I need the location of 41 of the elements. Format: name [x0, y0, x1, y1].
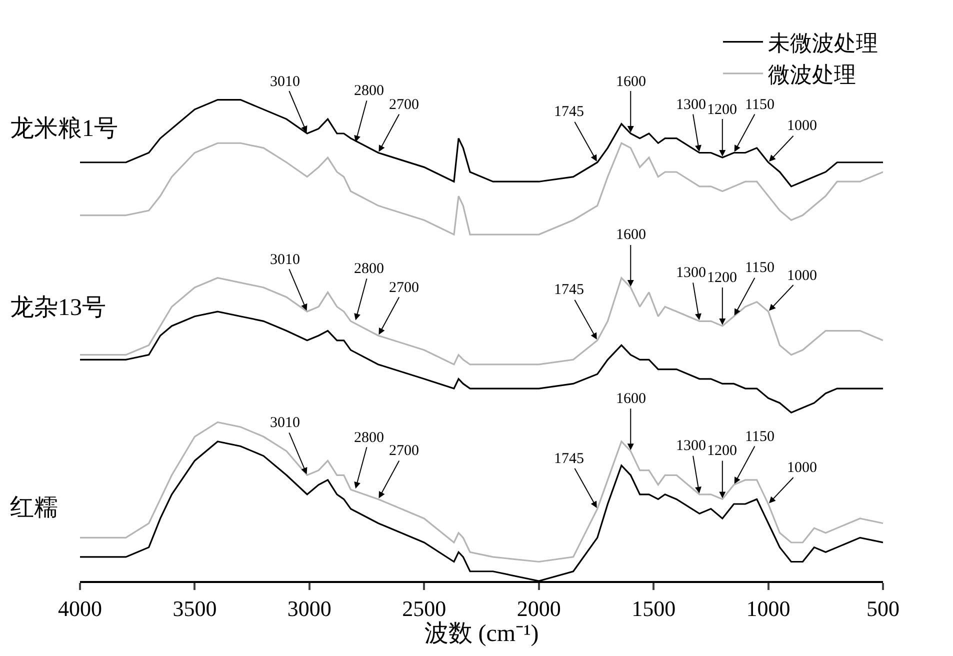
annotation: 2700 — [389, 443, 419, 459]
annotation: 3010 — [270, 415, 300, 431]
annotation: 1000 — [787, 268, 817, 284]
annotation: 1300 — [676, 265, 706, 281]
annotation: 1600 — [616, 391, 646, 407]
x-tick-label: 3500 — [172, 596, 217, 622]
annotation: 1200 — [707, 102, 737, 118]
annotation: 1600 — [616, 227, 646, 243]
x-tick-label: 2000 — [516, 596, 561, 622]
x-tick-label: 1500 — [632, 596, 676, 622]
legend-label: 微波处理 — [768, 62, 856, 87]
annotation: 1300 — [676, 97, 706, 113]
annotation: 1000 — [787, 118, 817, 134]
annotation: 2700 — [389, 97, 419, 113]
annotation: 1200 — [707, 443, 737, 459]
legend-label: 未微波处理 — [768, 30, 878, 56]
annotation: 3010 — [270, 74, 300, 90]
x-tick-label: 500 — [866, 596, 900, 622]
annotation: 2700 — [389, 280, 419, 296]
annotation: 1600 — [616, 74, 646, 90]
annotation: 3010 — [270, 252, 300, 268]
x-axis-title: 波数 (cm⁻¹) — [424, 621, 539, 648]
text: 红糯 — [10, 495, 58, 521]
x-tick-label: 3000 — [287, 596, 332, 622]
annotation: 龙杂13号 — [10, 295, 106, 321]
x-tick-label: 4000 — [58, 596, 102, 622]
annotation: 龙米粮1号 — [10, 116, 118, 142]
annotation: 1300 — [676, 438, 706, 454]
annotation: 2800 — [354, 430, 384, 446]
annotation: 2800 — [354, 261, 384, 277]
annotation: 1745 — [554, 282, 584, 298]
x-tick-label: 2500 — [402, 596, 446, 622]
annotation: 1200 — [707, 270, 737, 286]
annotation: 1745 — [554, 104, 584, 120]
annotation: 1745 — [554, 451, 584, 467]
annotation: 1000 — [787, 460, 817, 476]
annotation: 1150 — [745, 260, 774, 276]
annotation: 1150 — [745, 97, 774, 113]
annotation: 2800 — [354, 83, 384, 99]
x-tick-label: 1000 — [746, 596, 790, 622]
annotation: 1150 — [745, 429, 774, 445]
